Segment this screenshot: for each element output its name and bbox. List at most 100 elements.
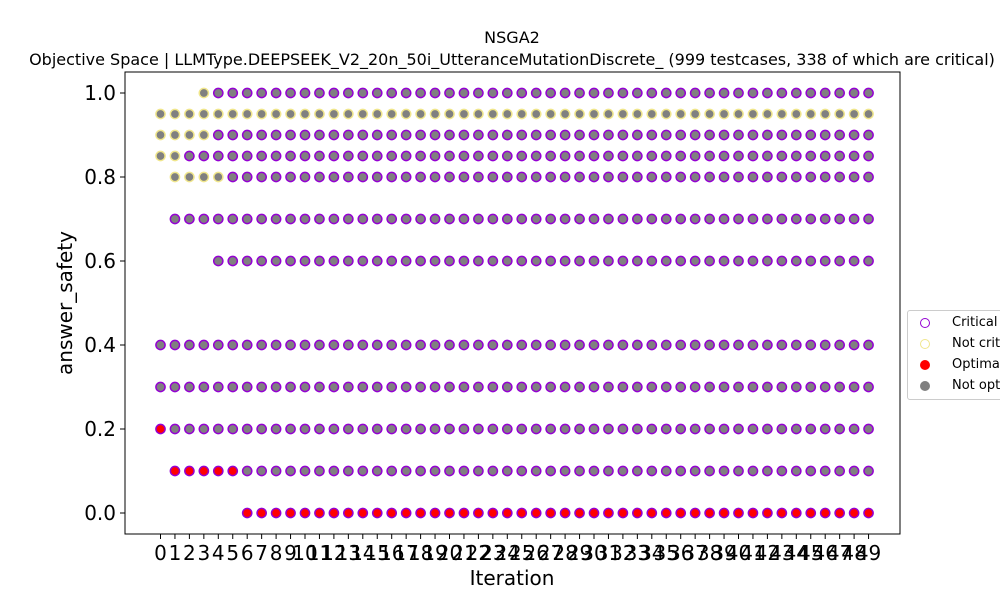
data-point	[762, 423, 773, 435]
data-point	[660, 108, 672, 120]
data-point	[646, 108, 658, 120]
x-tick-label: 47	[827, 541, 852, 565]
data-point	[574, 339, 585, 351]
data-point	[386, 507, 398, 519]
data-point	[848, 108, 860, 120]
data-point	[632, 213, 643, 225]
data-point	[776, 129, 788, 141]
legend-label-not-optimal: Not optimal	[952, 378, 1000, 393]
data-point	[198, 465, 210, 477]
data-point	[516, 465, 528, 477]
data-point	[617, 87, 629, 99]
data-point	[588, 129, 600, 141]
data-point	[328, 507, 340, 519]
x-tick-label: 46	[812, 541, 837, 565]
data-point	[429, 171, 441, 183]
data-point	[285, 108, 296, 120]
data-point	[530, 507, 542, 519]
data-point	[660, 171, 672, 183]
data-point	[299, 150, 311, 162]
data-point	[227, 108, 239, 120]
x-tick-label: 11	[307, 541, 332, 565]
data-point	[689, 108, 701, 120]
data-point	[863, 87, 874, 99]
data-point	[487, 255, 499, 267]
data-point	[371, 255, 383, 267]
x-tick-label: 43	[769, 541, 794, 565]
data-point	[704, 423, 715, 435]
data-point	[357, 465, 369, 477]
data-point	[343, 465, 354, 477]
x-tick-label: 35	[654, 541, 679, 565]
data-point	[848, 381, 860, 393]
data-point	[574, 423, 585, 435]
x-tick-label: 23	[480, 541, 505, 565]
data-point	[501, 255, 513, 267]
data-point	[473, 381, 484, 393]
x-tick-label: 14	[350, 541, 375, 565]
data-point	[169, 423, 181, 435]
data-point	[588, 87, 600, 99]
data-point	[227, 465, 239, 477]
data-point	[371, 507, 383, 519]
data-point	[733, 423, 744, 435]
data-point	[473, 339, 484, 351]
x-tick-label: 10	[292, 541, 317, 565]
x-ticks: 0 1 2 3 4 5 6 7 8 9101112131415161718192021222324…	[154, 534, 881, 565]
data-point	[863, 339, 874, 351]
data-point	[776, 507, 788, 519]
data-point	[501, 129, 513, 141]
data-point	[632, 507, 643, 519]
data-point	[776, 171, 788, 183]
data-point	[285, 339, 296, 351]
data-point	[689, 213, 701, 225]
data-point	[617, 339, 629, 351]
data-point	[776, 381, 788, 393]
data-point	[819, 255, 831, 267]
data-point	[184, 465, 195, 477]
data-point	[299, 108, 311, 120]
data-point	[458, 507, 470, 519]
data-point	[704, 465, 715, 477]
x-tick-label: 0	[154, 541, 167, 565]
data-point	[574, 150, 585, 162]
data-point	[588, 507, 600, 519]
data-point	[386, 339, 398, 351]
data-point	[198, 87, 210, 99]
data-point	[299, 129, 311, 141]
data-point	[386, 465, 398, 477]
data-point	[343, 87, 354, 99]
x-tick-label: 27	[538, 541, 563, 565]
data-point	[386, 171, 398, 183]
data-point	[343, 381, 354, 393]
data-point	[241, 213, 253, 225]
data-point	[400, 129, 412, 141]
data-point	[603, 150, 614, 162]
x-tick-label: 5	[226, 541, 239, 565]
data-point	[530, 171, 542, 183]
data-point	[501, 150, 513, 162]
data-point	[169, 129, 181, 141]
x-tick-label: 21	[451, 541, 476, 565]
data-point	[805, 381, 817, 393]
data-point	[314, 213, 325, 225]
data-point	[198, 423, 210, 435]
data-point	[458, 423, 470, 435]
data-point	[588, 108, 600, 120]
x-tick-label: 45	[798, 541, 823, 565]
data-point	[689, 171, 701, 183]
data-point	[487, 87, 499, 99]
data-point	[415, 507, 426, 519]
data-point	[545, 213, 557, 225]
legend-item-critical: Critical	[908, 313, 1000, 333]
data-point	[646, 87, 658, 99]
data-point	[314, 381, 325, 393]
data-point	[184, 171, 195, 183]
data-point	[169, 465, 181, 477]
data-point	[516, 213, 528, 225]
data-point	[747, 339, 759, 351]
data-point	[834, 339, 846, 351]
data-point	[169, 339, 181, 351]
data-point	[429, 423, 441, 435]
